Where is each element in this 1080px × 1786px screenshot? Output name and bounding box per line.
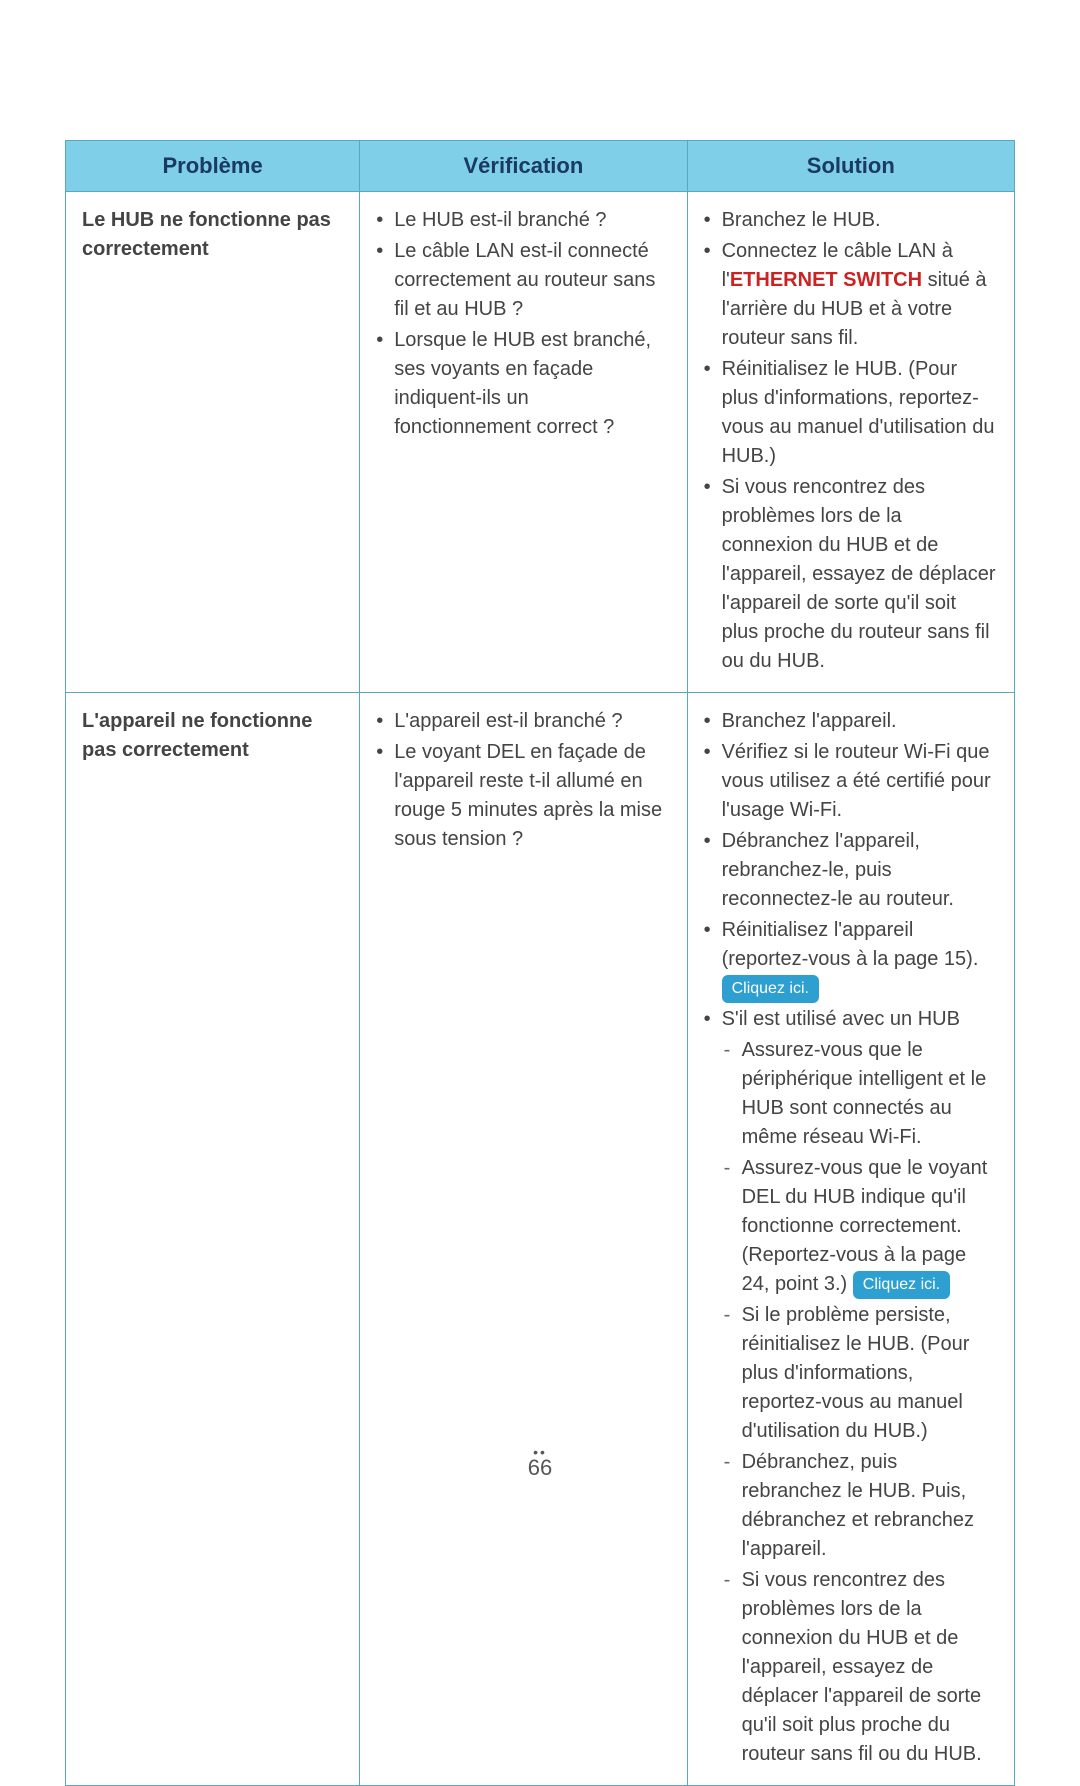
list-item: Si vous rencontrez des problèmes lors de…	[742, 1566, 998, 1769]
troubleshooting-table: Problème Vérification Solution Le HUB ne…	[65, 140, 1015, 1786]
th-solution: Solution	[687, 141, 1014, 192]
list-item: Débranchez l'appareil, rebranchez-le, pu…	[722, 827, 998, 914]
table-header-row: Problème Vérification Solution	[66, 141, 1015, 192]
document-page: Problème Vérification Solution Le HUB ne…	[0, 0, 1080, 1527]
list-item: Si le problème persiste, réinitialisez l…	[742, 1301, 998, 1446]
list-item: Réinitialisez l'appareil (reportez-vous …	[722, 916, 998, 1003]
ethernet-switch-label: ETHERNET SWITCH	[730, 269, 922, 291]
list-item: Le voyant DEL en façade de l'appareil re…	[394, 738, 670, 854]
table-row: L'appareil ne fonctionne pas correctemen…	[66, 693, 1015, 1786]
cell-solution: Branchez le HUB. Connectez le câble LAN …	[687, 192, 1014, 693]
text: S'il est utilisé avec un HUB	[722, 1008, 960, 1030]
list-item: Branchez l'appareil.	[722, 707, 998, 736]
table-row: Le HUB ne fonctionne pas correctement Le…	[66, 192, 1015, 693]
list-item: Réinitialisez le HUB. (Pour plus d'infor…	[722, 355, 998, 471]
sol-list: Branchez l'appareil. Vérifiez si le rout…	[704, 707, 998, 1769]
cell-verification: L'appareil est-il branché ? Le voyant DE…	[360, 693, 687, 1786]
verif-list: Le HUB est-il branché ? Le câble LAN est…	[376, 206, 670, 442]
sol-list: Branchez le HUB. Connectez le câble LAN …	[704, 206, 998, 676]
cell-solution: Branchez l'appareil. Vérifiez si le rout…	[687, 693, 1014, 1786]
list-item: Le HUB est-il branché ?	[394, 206, 670, 235]
text: Réinitialisez l'appareil (reportez-vous …	[722, 919, 979, 970]
list-item: Assurez-vous que le périphérique intelli…	[742, 1036, 998, 1152]
th-probleme: Problème	[66, 141, 360, 192]
cell-verification: Le HUB est-il branché ? Le câble LAN est…	[360, 192, 687, 693]
cliquez-ici-badge[interactable]: Cliquez ici.	[722, 975, 819, 1003]
page-number: 66	[0, 1455, 1080, 1481]
verif-list: L'appareil est-il branché ? Le voyant DE…	[376, 707, 670, 854]
page-footer: •• 66	[0, 1449, 1080, 1481]
list-item: Branchez le HUB.	[722, 206, 998, 235]
th-verification: Vérification	[360, 141, 687, 192]
list-item: Connectez le câble LAN à l'ETHERNET SWIT…	[722, 237, 998, 353]
sub-list: Assurez-vous que le périphérique intelli…	[722, 1036, 998, 1769]
list-item: Lorsque le HUB est branché, ses voyants …	[394, 326, 670, 442]
list-item: L'appareil est-il branché ?	[394, 707, 670, 736]
list-item: Assurez-vous que le voyant DEL du HUB in…	[742, 1154, 998, 1299]
list-item: S'il est utilisé avec un HUB Assurez-vou…	[722, 1005, 998, 1769]
cell-probleme: Le HUB ne fonctionne pas correctement	[66, 192, 360, 693]
list-item: Le câble LAN est-il connecté correctemen…	[394, 237, 670, 324]
list-item: Vérifiez si le routeur Wi-Fi que vous ut…	[722, 738, 998, 825]
list-item: Si vous rencontrez des problèmes lors de…	[722, 473, 998, 676]
cell-probleme: L'appareil ne fonctionne pas correctemen…	[66, 693, 360, 1786]
cliquez-ici-badge[interactable]: Cliquez ici.	[853, 1271, 950, 1299]
